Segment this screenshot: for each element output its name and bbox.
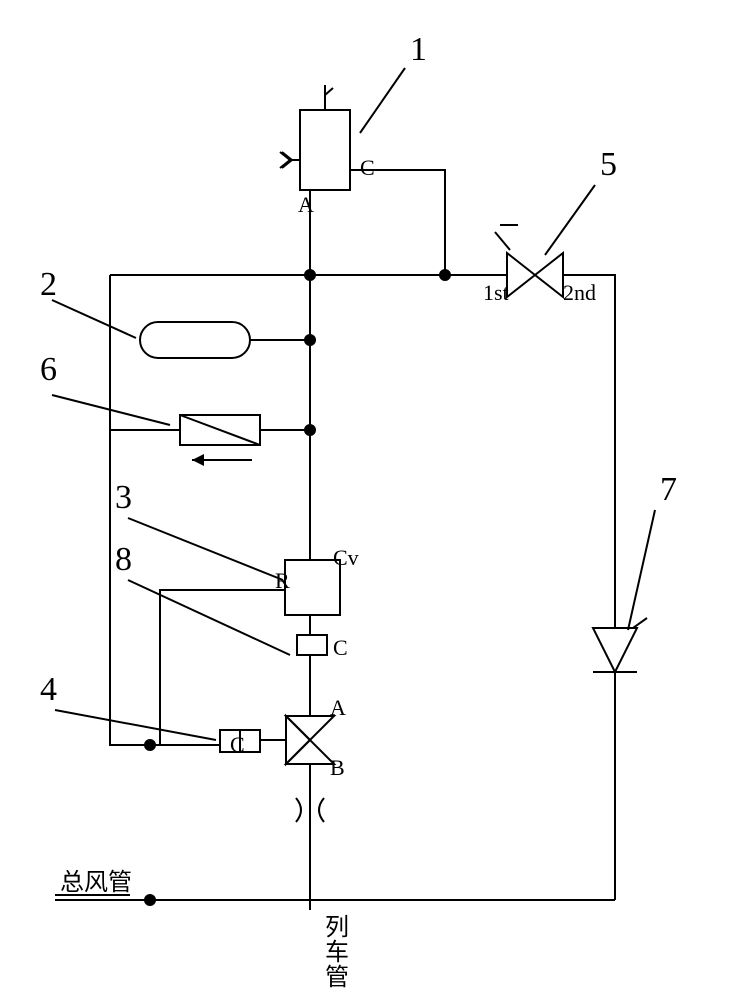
cn-labels: 总风管列车管	[55, 869, 349, 991]
port-label-comp4_B: B	[330, 755, 345, 780]
callout-c2: 2	[40, 266, 57, 303]
callout-c6: 6	[40, 351, 57, 388]
callout-c8: 8	[115, 541, 132, 578]
port-labels: AC1st2ndCvRCABC	[230, 155, 596, 780]
component-3-relay	[285, 560, 340, 615]
component-2-reservoir	[140, 322, 250, 358]
callout-c7: 7	[660, 471, 677, 508]
cn-label-train_pipe_l3: 管	[325, 964, 349, 991]
port-label-comp8_C: C	[333, 635, 348, 660]
callout-c4: 4	[40, 671, 57, 708]
piping	[55, 170, 615, 910]
port-label-comp5_1st: 1st	[483, 280, 509, 305]
callouts: 1 2 3 4 5 6 7 8	[40, 31, 677, 740]
component-7-check-valve	[593, 618, 647, 672]
port-label-comp3_Cv: Cv	[333, 545, 359, 570]
port-label-comp4_C: C	[230, 732, 245, 757]
callout-c3: 3	[115, 479, 132, 516]
port-label-comp1_A: A	[298, 192, 314, 217]
callout-c1: 1	[410, 31, 427, 68]
cn-label-main_pipe: 总风管	[60, 869, 132, 896]
cn-label-train_pipe_l1: 列	[325, 914, 349, 941]
port-label-comp4_A: A	[330, 695, 346, 720]
component-1	[278, 85, 350, 190]
component-8	[297, 635, 327, 655]
port-label-comp5_2nd: 2nd	[563, 280, 596, 305]
cn-label-train_pipe_l2: 车	[325, 939, 349, 966]
port-label-comp1_C: C	[360, 155, 375, 180]
callout-c5: 5	[600, 146, 617, 183]
component-6-check-valve	[180, 415, 260, 466]
